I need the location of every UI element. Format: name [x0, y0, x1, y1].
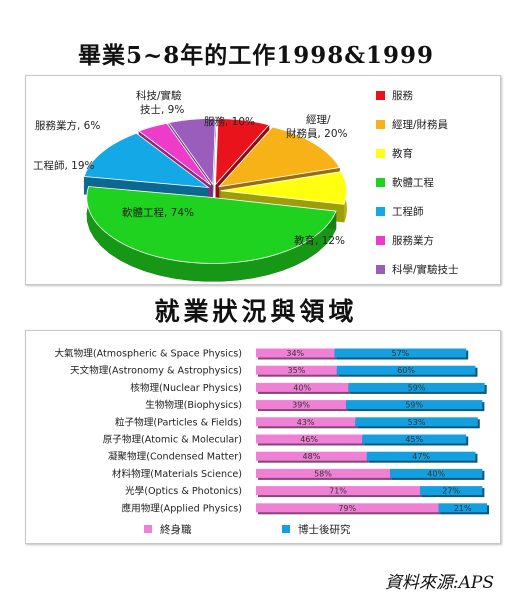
pie-slice-label: 科技/實驗	[136, 89, 182, 102]
bars	[256, 348, 489, 515]
legend-label: 服務業方	[392, 234, 434, 247]
legend-label: 科學/實驗技士	[392, 263, 459, 276]
pie-slice-label: 服務業方, 6%	[35, 119, 100, 132]
bar-value-label: 48%	[303, 452, 321, 461]
bar-value-label: 40%	[293, 383, 311, 392]
bar-segment	[362, 434, 467, 444]
bar-value-label: 71%	[329, 487, 347, 496]
legend-swatch	[376, 91, 385, 100]
bar-segment	[366, 451, 476, 461]
bar-segment	[256, 365, 337, 375]
bar-value-label: 59%	[408, 383, 426, 392]
bar-value-label: 58%	[314, 469, 332, 478]
legend-swatch	[376, 149, 385, 158]
legend-label: 終身職	[160, 523, 192, 536]
legend-label: 經理/財務員	[392, 118, 449, 131]
pie-slices	[83, 118, 347, 264]
bar-value-label: 46%	[300, 435, 318, 444]
pie-chart-panel: 服務, 10% 經理/財務員, 20% 教育, 12% 軟體工程, 74% 工程師, 1…	[25, 75, 501, 285]
bar-segment	[334, 348, 467, 358]
bar-legend: 終身職 博士後研究	[144, 523, 351, 536]
source-note: 資料來源:APS	[384, 573, 494, 593]
pie-data-labels: 服務, 10% 經理/財務員, 20% 教育, 12% 軟體工程, 74% 工程師, 1…	[33, 89, 348, 247]
bar-segment	[355, 417, 478, 427]
bar-category-label: 材料物理(Materials Science)	[112, 468, 242, 480]
bar-value-label: 60%	[397, 366, 415, 375]
bar-value-label: 79%	[338, 504, 356, 513]
chart-title: 畢業5~8年的工作1998&1999	[77, 42, 435, 69]
legend-swatch	[376, 207, 385, 216]
legend-swatch	[282, 525, 290, 533]
bar-value-labels: 34% 57% 35% 60% 40% 59% 39% 59% 43% 53% 46% 45% 48% 4…	[286, 349, 472, 513]
bar-chart-panel: 大氣物理(Atmospheric & Space Physics) 天文物理(As…	[25, 330, 501, 544]
bar-value-label: 45%	[405, 435, 423, 444]
pie-slice	[138, 122, 212, 186]
bar-value-label: 57%	[391, 349, 409, 358]
legend-swatch	[376, 120, 385, 129]
bar-category-label: 粒子物理(Particles & Fields)	[115, 416, 242, 428]
bar-segment	[256, 434, 363, 444]
bar-segment	[256, 468, 390, 478]
bar-segment	[256, 486, 421, 496]
legend-swatch	[376, 236, 385, 245]
pie-slice	[83, 132, 210, 188]
bar-value-label: 39%	[292, 401, 310, 410]
bar-segment	[348, 382, 485, 392]
bar-segment	[256, 503, 439, 513]
bar-category-label: 凝聚物理(Condensed Matter)	[108, 451, 242, 463]
bar-category-label: 應用物理(Applied Physics)	[122, 502, 242, 514]
legend-label: 服務	[392, 89, 413, 102]
bar-category-label: 核物理(Nuclear Physics)	[130, 382, 242, 394]
bar-segment	[420, 486, 483, 496]
legend-label: 博士後研究	[298, 523, 351, 536]
pie-slice	[217, 126, 341, 188]
legend-label: 教育	[392, 147, 413, 160]
pie-slice-label: 教育, 12%	[294, 234, 345, 247]
legend-swatch	[376, 178, 385, 187]
bar-segment	[256, 400, 347, 410]
legend-label: 軟體工程	[392, 176, 434, 189]
bar-value-label: 40%	[427, 469, 445, 478]
pie-slice-label: 財務員, 20%	[286, 127, 348, 140]
bar-segment	[256, 417, 356, 427]
bar-segment	[336, 365, 476, 375]
pie-slice-label: 軟體工程, 74%	[122, 206, 194, 219]
pie-slice	[86, 186, 337, 264]
chart-subtitle: 就業狀況與領域	[154, 297, 358, 326]
bar-segment	[256, 348, 335, 358]
bar-segment	[346, 400, 483, 410]
bar-category-label: 光學(Optics & Photonics)	[125, 485, 242, 497]
pie-slice	[220, 171, 347, 205]
bar-category-label: 天文物理(Astronomy & Astrophysics)	[70, 365, 242, 377]
legend-label: 工程師	[392, 205, 424, 218]
pie-slice-label: 經理/	[306, 113, 331, 126]
bar-value-label: 47%	[412, 452, 430, 461]
bar-segment	[389, 468, 483, 478]
bar-value-label: 59%	[405, 401, 423, 410]
bar-value-label: 27%	[442, 487, 460, 496]
bar-value-label: 35%	[288, 366, 306, 375]
pie-slice-label: 工程師, 19%	[33, 159, 95, 172]
pie-slice-label: 技士, 9%	[140, 103, 184, 116]
pie-slice-label: 服務, 10%	[204, 115, 255, 128]
bar-category-label: 生物物理(Biophysics)	[145, 399, 242, 411]
bar-value-label: 53%	[408, 418, 426, 427]
bar-segment	[256, 382, 349, 392]
bar-segment	[438, 503, 487, 513]
bar-segment	[256, 451, 367, 461]
bar-category-label: 原子物理(Atomic & Molecular)	[103, 434, 242, 446]
legend-swatch	[376, 265, 385, 274]
bar-value-label: 21%	[454, 504, 472, 513]
legend-swatch	[144, 525, 152, 533]
bar-value-label: 34%	[286, 349, 304, 358]
pie-chart: 服務, 10% 經理/財務員, 20% 教育, 12% 軟體工程, 74% 工程師, 1…	[33, 89, 459, 282]
pie-slice	[215, 118, 270, 186]
bar-category-label: 大氣物理(Atmospheric & Space Physics)	[54, 348, 242, 360]
pie-slice	[168, 118, 216, 186]
bar-category-labels: 大氣物理(Atmospheric & Space Physics) 天文物理(As…	[54, 348, 242, 515]
bar-chart: 大氣物理(Atmospheric & Space Physics) 天文物理(As…	[54, 348, 489, 536]
bar-value-label: 43%	[297, 418, 315, 427]
